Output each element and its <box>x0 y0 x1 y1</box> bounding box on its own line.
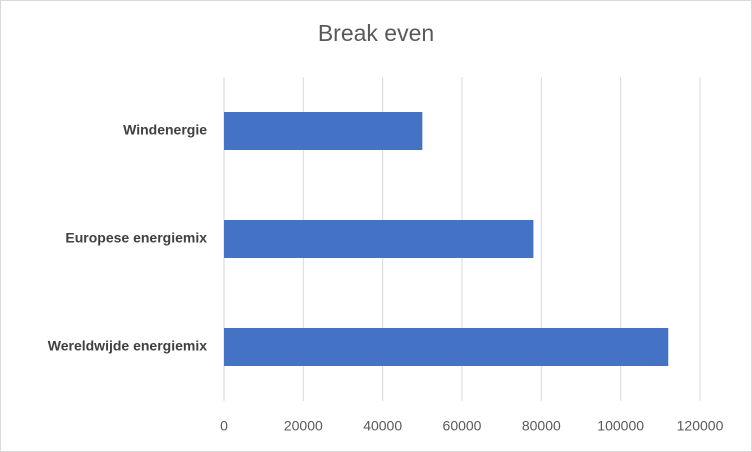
x-tick-label: 80000 <box>522 418 561 434</box>
x-tick-label: 120000 <box>677 418 724 434</box>
bar <box>224 112 423 150</box>
x-tick-label: 60000 <box>443 418 482 434</box>
y-tick-label: Windenergie <box>123 122 207 138</box>
x-tick-label: 40000 <box>363 418 402 434</box>
bar <box>224 328 669 366</box>
x-tick-label: 100000 <box>597 418 644 434</box>
chart-title: Break even <box>318 20 434 46</box>
bar <box>224 220 534 258</box>
y-tick-label: Europese energiemix <box>65 230 207 246</box>
x-tick-label: 0 <box>220 418 228 434</box>
x-tick-label: 20000 <box>284 418 323 434</box>
y-tick-label: Wereldwijde energiemix <box>48 338 207 354</box>
